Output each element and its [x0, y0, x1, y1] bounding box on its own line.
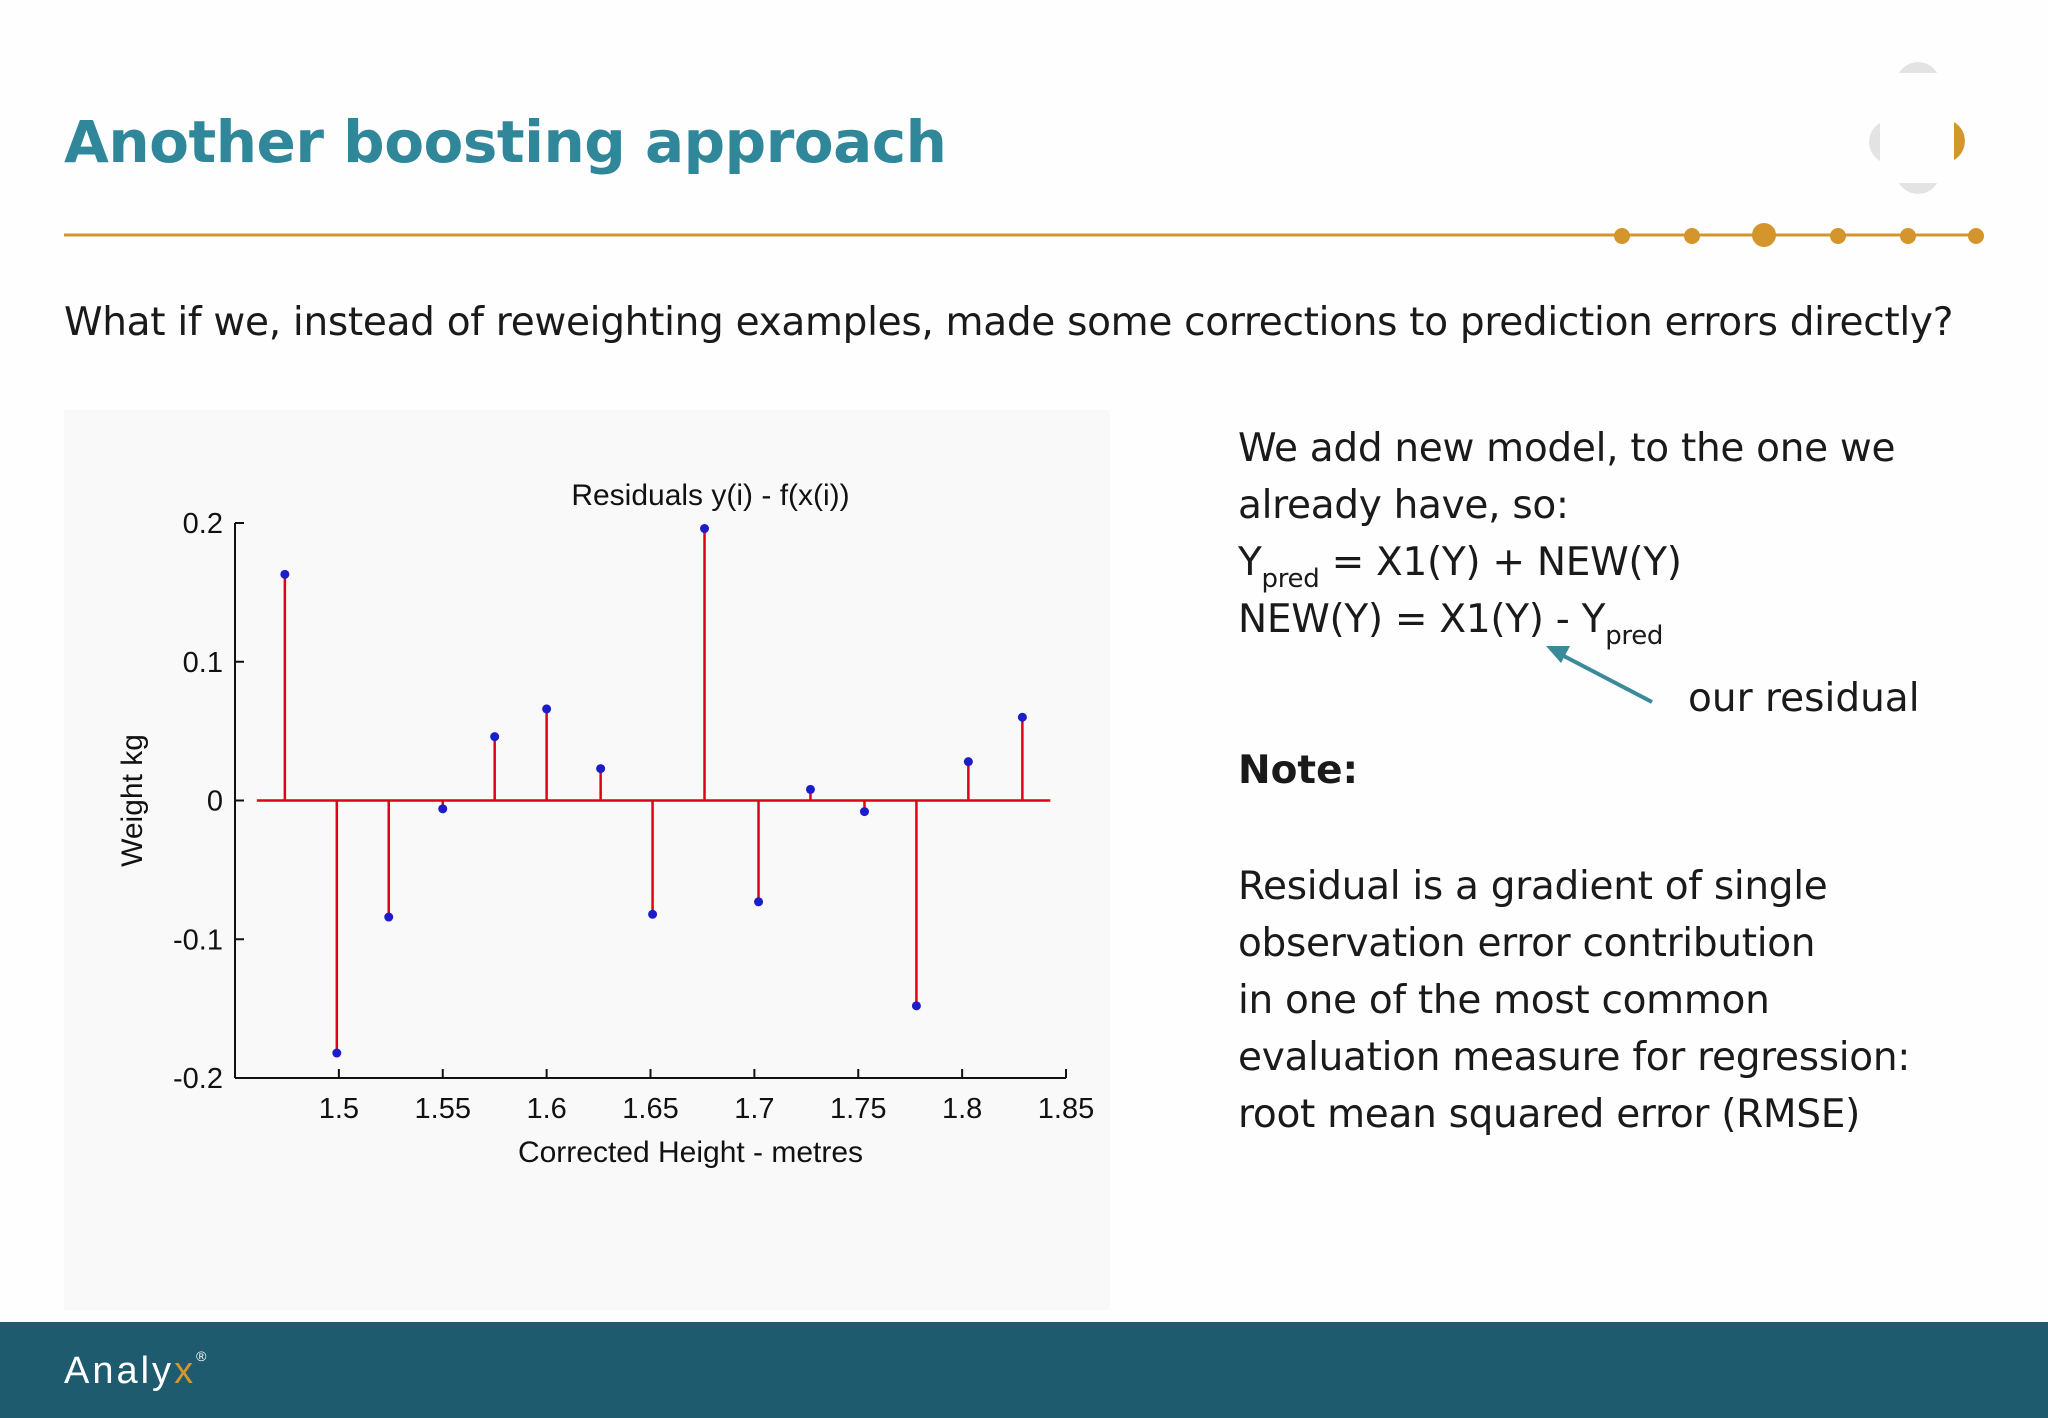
chart-stems: [256, 524, 1051, 1058]
equation-1: Ypred = X1(Y) + NEW(Y): [1238, 534, 2018, 594]
x-tick-label: 1.75: [830, 1093, 886, 1125]
stem-marker: [859, 807, 869, 817]
explanation-line-1: We add new model, to the one we: [1238, 426, 1896, 471]
equation-2-subscript: pred: [1605, 621, 1664, 651]
note-line: observation error contribution: [1238, 921, 1816, 966]
stem-marker: [542, 704, 552, 714]
rule-dot: [1900, 228, 1916, 244]
stem-marker: [911, 1001, 921, 1011]
brand-petal-icon: [1869, 62, 1965, 194]
note-title: Note:: [1238, 748, 1359, 793]
x-axis-label: Corrected Height - metres: [518, 1136, 863, 1169]
y-axis-label: Weight kg: [116, 734, 149, 867]
x-tick-label: 1.65: [622, 1093, 678, 1125]
chart-svg: -0.2 -0.1 0 0.1 0.2 1.5 1.55 1.6 1.65 1.7 1.75 1.8 1…: [116, 479, 1094, 1169]
stem-marker: [332, 1048, 342, 1058]
equation-1-y: Y: [1238, 540, 1262, 585]
residual-annotation: our residual: [1688, 676, 1920, 721]
stem-marker: [805, 784, 815, 794]
arrow-shaft: [1559, 652, 1653, 704]
note-line: in one of the most common: [1238, 978, 1770, 1023]
stem-marker: [438, 804, 448, 814]
y-tick-label: 0: [207, 786, 223, 818]
intro-text: What if we, instead of reweighting examp…: [64, 300, 1954, 345]
explanation-line-2: already have, so:: [1238, 483, 1569, 528]
equation-1-subscript: pred: [1261, 564, 1320, 594]
arrow-head: [1546, 646, 1570, 663]
x-tick-label: 1.8: [942, 1093, 982, 1125]
footer-bar: Analyx®: [0, 1322, 2048, 1418]
y-tick-label: 0.2: [183, 508, 223, 540]
x-tick-label: 1.7: [734, 1093, 774, 1125]
chart-labels: -0.2 -0.1 0 0.1 0.2 1.5 1.55 1.6 1.65 1.7 1.75 1.8 1…: [116, 479, 1094, 1169]
rule-dot: [1614, 228, 1630, 244]
brand-name: Analy: [64, 1350, 175, 1392]
brand-x: x: [174, 1350, 197, 1392]
equation-2: NEW(Y) = X1(Y) - Ypred: [1238, 591, 2018, 651]
y-tick-label: 0.1: [183, 647, 223, 679]
residuals-chart: -0.2 -0.1 0 0.1 0.2 1.5 1.55 1.6 1.65 1.7 1.75 1.8 1…: [64, 410, 1110, 1310]
stem-marker: [596, 764, 606, 774]
y-tick-label: -0.2: [173, 1063, 223, 1095]
stem-marker: [963, 757, 973, 767]
slide-title: Another boosting approach: [64, 108, 947, 176]
rule-dot: [1830, 228, 1846, 244]
stem-marker: [754, 897, 764, 907]
rule-dot-large: [1752, 223, 1776, 247]
stem-marker: [490, 732, 500, 742]
title-rule: [64, 223, 1984, 247]
rule-dot: [1684, 228, 1700, 244]
stem-marker: [384, 912, 394, 922]
stem-marker: [700, 524, 710, 534]
x-tick-label: 1.5: [319, 1093, 359, 1125]
chart-axes: [234, 522, 1067, 1079]
stem-marker: [280, 569, 290, 579]
rule-dot: [1968, 228, 1984, 244]
x-tick-label: 1.6: [526, 1093, 566, 1125]
stem-marker: [648, 909, 658, 919]
stem-marker: [1017, 712, 1027, 722]
equation-2-main: NEW(Y) = X1(Y) - Y: [1238, 597, 1606, 642]
note-line: Residual is a gradient of single: [1238, 864, 1828, 909]
note-line: root mean squared error (RMSE): [1238, 1092, 1860, 1137]
explanation-block: We add new model, to the one we already …: [1238, 420, 2018, 651]
note-body: Residual is a gradient of single observa…: [1238, 858, 2028, 1143]
brand-registered: ®: [196, 1348, 207, 1364]
note-line: evaluation measure for regression:: [1238, 1035, 1911, 1080]
chart-title: Residuals y(i) - f(x(i)): [571, 479, 849, 512]
y-tick-label: -0.1: [173, 924, 223, 956]
brand-logo: Analyx®: [64, 1348, 206, 1393]
equation-1-rest: = X1(Y) + NEW(Y): [1319, 540, 1682, 585]
x-tick-label: 1.55: [415, 1093, 471, 1125]
x-tick-label: 1.85: [1038, 1093, 1094, 1125]
